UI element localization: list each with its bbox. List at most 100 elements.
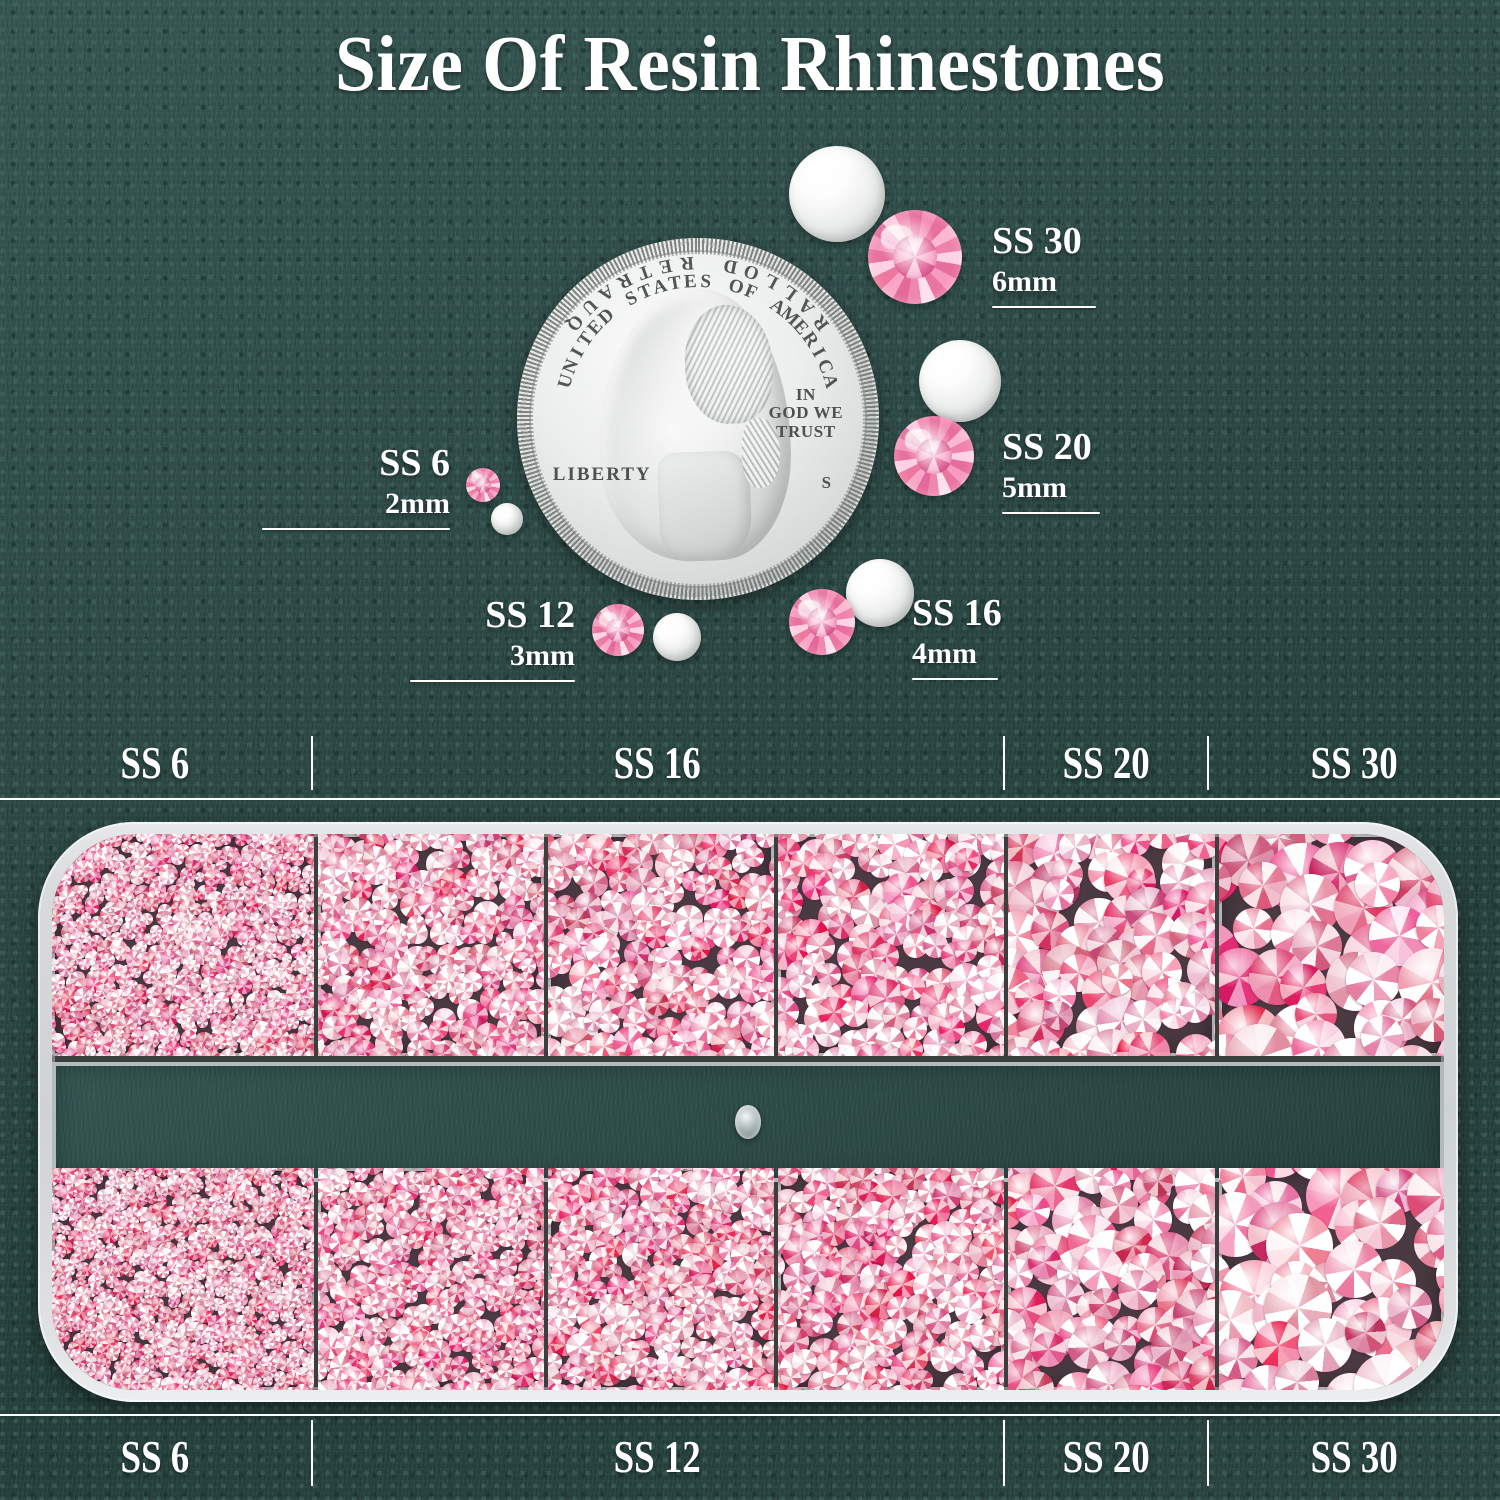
tray-compartment-bottom-0[interactable] bbox=[52, 1168, 314, 1390]
tray-compartment-bottom-3[interactable] bbox=[778, 1168, 1004, 1390]
rhinestone bbox=[113, 1028, 125, 1041]
tray-compartment-top-5[interactable] bbox=[1219, 834, 1444, 1056]
rhinestone bbox=[599, 1012, 620, 1034]
rhinestone bbox=[279, 979, 291, 990]
rhinestone bbox=[79, 1328, 89, 1339]
rhinestone bbox=[54, 984, 65, 995]
rhinestone bbox=[75, 903, 86, 915]
rhinestone bbox=[52, 861, 64, 876]
rhinestone bbox=[307, 1184, 314, 1195]
rhinestone bbox=[224, 952, 236, 963]
rhinestone bbox=[235, 834, 248, 846]
rhinestone bbox=[233, 970, 245, 982]
rhinestone bbox=[236, 977, 253, 994]
rhinestone bbox=[287, 1016, 300, 1029]
rhinestone bbox=[93, 991, 104, 1003]
rhinestone bbox=[65, 1283, 76, 1294]
tray-compartment-top-0[interactable] bbox=[52, 834, 314, 1056]
rhinestone bbox=[739, 978, 764, 1003]
rhinestone bbox=[59, 950, 71, 962]
rhinestone bbox=[58, 851, 71, 865]
rhinestone bbox=[759, 981, 774, 1001]
rhinestone bbox=[912, 1369, 933, 1390]
rhinestone bbox=[419, 1309, 436, 1327]
tray-compartment-top-1[interactable] bbox=[318, 834, 544, 1056]
rhinestone bbox=[764, 1034, 774, 1056]
rhinestone bbox=[900, 1037, 923, 1056]
coin-rim bbox=[529, 250, 867, 588]
rhinestone bbox=[265, 1050, 277, 1056]
tray-compartment-bottom-2[interactable] bbox=[548, 1168, 774, 1390]
rhinestone bbox=[538, 955, 544, 982]
rhinestone bbox=[171, 852, 184, 865]
rhinestone bbox=[487, 1337, 502, 1352]
rhinestone bbox=[251, 834, 267, 846]
rhinestone bbox=[290, 928, 302, 939]
callout-ss30: SS 30 6mm bbox=[992, 222, 1096, 308]
rhinestone bbox=[245, 1048, 257, 1056]
rhinestone bbox=[308, 1377, 314, 1389]
rhinestone bbox=[199, 834, 213, 844]
tray-compartment-top-4[interactable] bbox=[1008, 834, 1215, 1056]
rhinestone bbox=[923, 834, 948, 844]
tray-clasp[interactable] bbox=[735, 1105, 761, 1139]
rhinestone bbox=[744, 847, 764, 867]
rhinestone bbox=[541, 1019, 544, 1036]
rhinestone bbox=[201, 901, 212, 912]
tray-compartment-top-3[interactable] bbox=[778, 834, 1004, 1056]
rhinestone bbox=[91, 834, 108, 849]
rhinestone bbox=[80, 932, 92, 943]
legend-top-cell-1: SS 16 bbox=[312, 725, 1002, 800]
rhinestone bbox=[215, 859, 227, 871]
rhinestone bbox=[450, 834, 477, 841]
rhinestone bbox=[93, 1174, 104, 1184]
rhinestone bbox=[216, 938, 228, 950]
rhinestone bbox=[551, 955, 571, 975]
rhinestone bbox=[969, 1324, 994, 1349]
rhinestone bbox=[107, 861, 119, 872]
rhinestone bbox=[74, 1053, 87, 1056]
tray-compartment-bottom-1[interactable] bbox=[318, 1168, 544, 1390]
rhinestone bbox=[369, 969, 392, 993]
rhinestone bbox=[259, 1210, 272, 1223]
tray-compartment-top-2[interactable] bbox=[548, 834, 774, 1056]
rhinestone bbox=[286, 1039, 300, 1053]
rhinestone bbox=[614, 1363, 631, 1380]
rhinestone bbox=[318, 1034, 325, 1053]
rhinestone bbox=[310, 959, 314, 974]
rhinestone bbox=[137, 899, 148, 910]
rhinestone bbox=[663, 1246, 680, 1263]
legend-top-label-0: SS 6 bbox=[120, 737, 190, 788]
rhinestone bbox=[186, 862, 197, 874]
rhinestone bbox=[223, 929, 234, 941]
rhinestone bbox=[52, 1007, 55, 1023]
rhinestone bbox=[185, 1051, 200, 1056]
rhinestone bbox=[275, 1256, 286, 1266]
legend-bottom-label-2: SS 20 bbox=[1062, 1432, 1150, 1482]
legend-top-divider-0 bbox=[311, 736, 313, 790]
rhinestone bbox=[338, 1257, 353, 1272]
rhinestone-ss6 bbox=[466, 468, 500, 502]
rhinestone bbox=[82, 1246, 95, 1259]
rhinestone bbox=[662, 1334, 680, 1353]
legend-top-divider-1 bbox=[1003, 736, 1005, 790]
rhinestone bbox=[664, 882, 684, 903]
rhinestone bbox=[91, 1229, 101, 1239]
rhinestone bbox=[1354, 861, 1400, 907]
rhinestone bbox=[239, 1029, 252, 1042]
callout-ss20-mm: 5mm bbox=[1002, 471, 1067, 504]
rhinestone bbox=[737, 834, 760, 842]
tray-row-bottom bbox=[52, 1168, 1444, 1390]
rhinestone bbox=[674, 1196, 691, 1213]
rhinestone bbox=[618, 920, 640, 942]
rhinestone bbox=[282, 852, 294, 863]
rhinestone bbox=[534, 942, 544, 962]
rhinestone bbox=[271, 1174, 281, 1185]
tray-compartment-bottom-4[interactable] bbox=[1008, 1168, 1215, 1390]
legend-bottom-divider-2 bbox=[1207, 1420, 1209, 1486]
tray-compartment-bottom-5[interactable] bbox=[1219, 1168, 1444, 1390]
rhinestone bbox=[276, 902, 288, 914]
rhinestone bbox=[601, 1387, 624, 1390]
